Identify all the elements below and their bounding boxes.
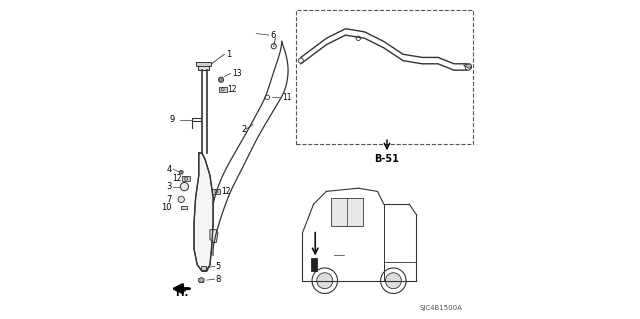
Circle shape [381,268,406,293]
Text: 12: 12 [227,85,237,94]
Text: 5: 5 [216,262,221,271]
Polygon shape [198,278,204,283]
Bar [296,10,473,144]
Text: 12: 12 [173,174,182,183]
Bar [212,189,220,194]
Text: 4: 4 [166,165,172,174]
Circle shape [317,273,333,289]
Bar [198,65,209,70]
Text: 13: 13 [232,69,242,78]
Text: SJC4B1500A: SJC4B1500A [420,305,463,311]
Polygon shape [194,153,213,271]
Bar [311,258,317,271]
Bar [219,87,227,92]
Bar [202,266,206,270]
Text: 11: 11 [282,93,291,102]
Text: 9: 9 [170,115,175,124]
Bar [180,206,187,209]
Text: 2: 2 [242,125,247,134]
Circle shape [218,77,223,82]
Bar [200,278,204,282]
Text: B-51: B-51 [374,154,399,165]
Polygon shape [210,230,218,242]
Text: 3: 3 [166,182,172,191]
Circle shape [180,182,189,191]
Circle shape [178,196,184,203]
Text: 6: 6 [271,31,276,40]
Circle shape [385,273,401,289]
Circle shape [179,170,183,174]
Text: 1: 1 [226,50,231,59]
Circle shape [312,268,337,293]
Text: 7: 7 [166,195,172,204]
Text: 12: 12 [221,187,230,196]
Text: 8: 8 [216,275,221,284]
Bar [331,198,363,226]
Text: Fr.: Fr. [175,288,189,299]
Text: 10: 10 [161,203,172,212]
Polygon shape [463,64,472,69]
Bar [196,62,211,66]
Bar [182,176,190,181]
